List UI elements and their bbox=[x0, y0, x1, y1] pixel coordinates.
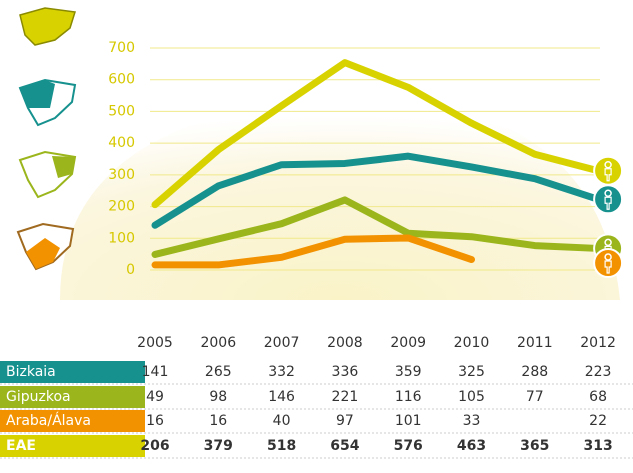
end-icon bbox=[593, 155, 624, 186]
table-cell: 141 bbox=[142, 364, 169, 380]
x-tick-label: 2011 bbox=[517, 335, 553, 351]
y-tick-label: 300 bbox=[108, 167, 135, 183]
table-cell: 22 bbox=[589, 413, 607, 429]
x-tick-label: 2012 bbox=[580, 335, 616, 351]
row-label-bg bbox=[0, 410, 145, 432]
table-cell: 223 bbox=[585, 364, 612, 380]
x-tick-label: 2008 bbox=[327, 335, 363, 351]
x-tick-label: 2007 bbox=[264, 335, 300, 351]
x-tick-label: 2009 bbox=[390, 335, 426, 351]
table-cell: 16 bbox=[146, 413, 164, 429]
row-label-bg bbox=[0, 386, 145, 408]
table-cell: 101 bbox=[395, 413, 422, 429]
table-cell: 40 bbox=[273, 413, 291, 429]
table-cell: 221 bbox=[332, 389, 359, 405]
row-label: Gipuzkoa bbox=[6, 389, 71, 405]
y-tick-label: 200 bbox=[108, 199, 135, 215]
y-tick-label: 700 bbox=[108, 40, 135, 56]
end-icon bbox=[593, 248, 624, 279]
table-cell: 325 bbox=[458, 364, 485, 380]
region-icons bbox=[16, 7, 77, 271]
row-label: Bizkaia bbox=[6, 364, 56, 380]
table-cell: 206 bbox=[140, 438, 169, 454]
series-line bbox=[151, 152, 602, 229]
background-glow bbox=[60, 95, 620, 300]
table-cell: 518 bbox=[267, 438, 296, 454]
end-icon bbox=[593, 184, 624, 215]
table-cell: 49 bbox=[146, 389, 164, 405]
table-cell: 33 bbox=[463, 413, 481, 429]
table-cell: 654 bbox=[330, 438, 359, 454]
y-tick-label: 400 bbox=[108, 135, 135, 151]
end-icon-head bbox=[604, 189, 612, 198]
end-icon-body bbox=[604, 196, 612, 210]
end-icon-circle bbox=[593, 155, 624, 186]
row-label: EAE bbox=[6, 438, 36, 454]
table-cell: 313 bbox=[583, 438, 612, 454]
row-label: Araba/Álava bbox=[6, 412, 91, 429]
table-cell: 332 bbox=[268, 364, 295, 380]
y-tick-label: 100 bbox=[108, 230, 135, 246]
table-cell: 105 bbox=[458, 389, 485, 405]
x-tick-label: 2005 bbox=[137, 335, 173, 351]
table-cell: 336 bbox=[332, 364, 359, 380]
series-line bbox=[151, 196, 602, 258]
table-cell: 68 bbox=[589, 389, 607, 405]
x-tick-label: 2006 bbox=[200, 335, 236, 351]
table-cell: 576 bbox=[394, 438, 423, 454]
table-cell: 77 bbox=[526, 389, 544, 405]
y-tick-label: 600 bbox=[108, 72, 135, 88]
table-cell: 359 bbox=[395, 364, 422, 380]
y-tick-label: 0 bbox=[126, 262, 135, 278]
end-icon-head bbox=[604, 160, 612, 169]
table-cell: 365 bbox=[520, 438, 549, 454]
table-cell: 116 bbox=[395, 389, 422, 405]
y-tick-label: 500 bbox=[108, 103, 135, 119]
end-icon-circle bbox=[593, 248, 624, 279]
table-cell: 463 bbox=[457, 438, 486, 454]
row-label-bg bbox=[0, 361, 145, 383]
row-label-bg bbox=[0, 435, 145, 457]
table-cell: 16 bbox=[209, 413, 227, 429]
x-tick-label: 2010 bbox=[454, 335, 490, 351]
table-cell: 379 bbox=[204, 438, 233, 454]
table-cell: 97 bbox=[336, 413, 354, 429]
table-cell: 98 bbox=[209, 389, 227, 405]
end-icon-head bbox=[604, 253, 612, 261]
end-icon-body bbox=[604, 260, 612, 274]
end-icon-body bbox=[604, 168, 612, 182]
end-icon-head bbox=[604, 238, 612, 247]
table-cell: 265 bbox=[205, 364, 232, 380]
table-cell: 146 bbox=[268, 389, 295, 405]
table-cell: 288 bbox=[521, 364, 548, 380]
series-line bbox=[151, 59, 602, 209]
